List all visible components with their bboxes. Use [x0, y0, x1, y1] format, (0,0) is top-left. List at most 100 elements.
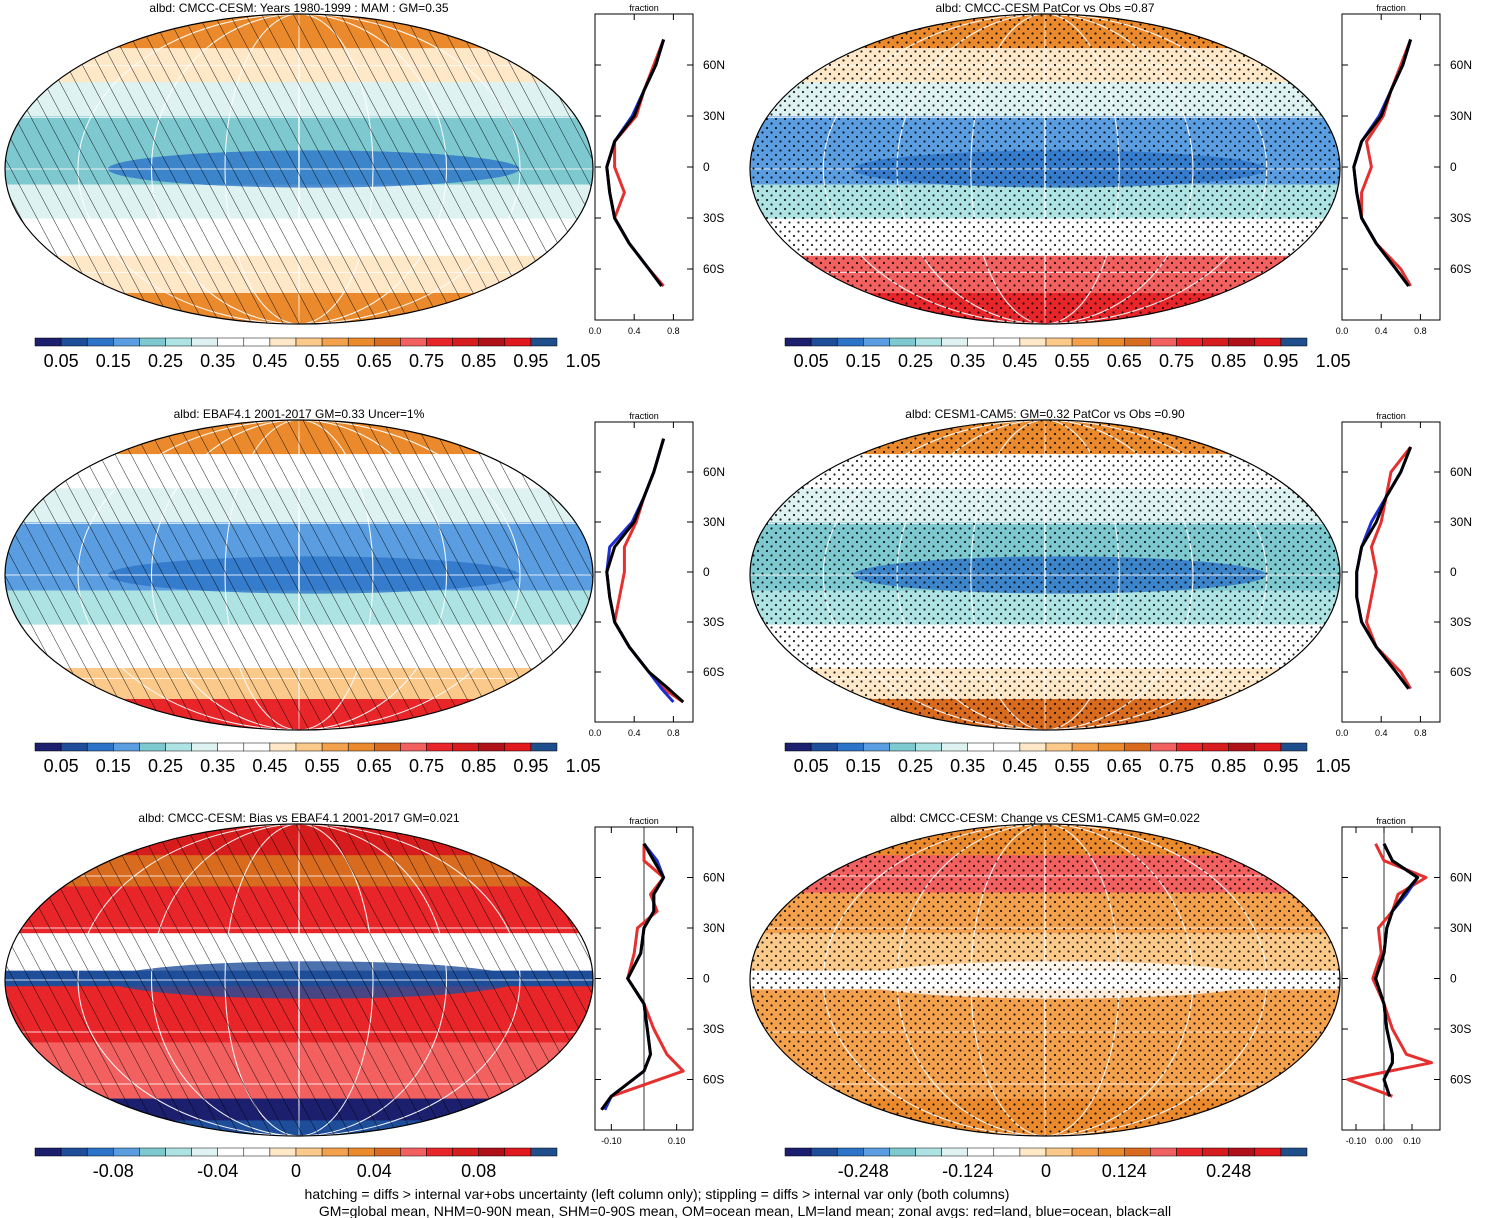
- zonal-xtick-label: 0.8: [1414, 728, 1427, 738]
- zonal-ytick-label: 30N: [703, 515, 725, 529]
- colorbar-cell: [836, 1147, 864, 1157]
- map-field: [5, 824, 593, 1136]
- colorbar-label: 0.15: [96, 756, 131, 776]
- colorbar-label: 0.35: [950, 756, 985, 776]
- colorbar-cell: [217, 337, 245, 347]
- colorbar-cell: [400, 1147, 427, 1157]
- panel-4: albd: CESM1-CAM5: GM=0.32 PatCor vs Obs …: [749, 407, 1472, 776]
- zonal-xtick-label: 0.0: [589, 326, 602, 336]
- colorbar-label: -0.248: [838, 1161, 889, 1181]
- map-field: [5, 420, 593, 730]
- colorbar-cell: [1097, 337, 1125, 347]
- zonal-series-all: [1352, 39, 1413, 287]
- hatching-overlay: [5, 420, 593, 730]
- zonal-xtick-label: 0.0: [1336, 326, 1349, 336]
- zonal-ytick-label: 0: [1450, 160, 1457, 174]
- colorbar-cell: [1176, 742, 1203, 752]
- zonal-xtick-label: 0.10: [668, 1136, 686, 1146]
- panel-6: albd: CMCC-CESM: Change vs CESM1-CAM5 GM…: [749, 811, 1472, 1181]
- colorbar-cell: [165, 337, 192, 347]
- colorbar-cell: [1280, 337, 1308, 347]
- zonal-ytick-label: 30S: [1450, 1022, 1471, 1036]
- panel-3: albd: EBAF4.1 2001-2017 GM=0.33 Uncer=1%…: [4, 407, 725, 776]
- colorbar-cell: [1202, 337, 1229, 347]
- zonal-panel: fraction 60N 30N 0 30S 60S -0.10 0.10: [594, 816, 725, 1146]
- zonal-xlabel: fraction: [629, 816, 659, 826]
- map-outline: [4, 13, 594, 325]
- colorbar-cell: [400, 742, 427, 752]
- zonal-series-all: [605, 39, 666, 287]
- colorbar-cell: [993, 742, 1021, 752]
- colorbar-cell: [86, 337, 114, 347]
- zonal-frame: [594, 421, 694, 723]
- colorbar-cell: [1254, 1147, 1282, 1157]
- zonal-series-all: [600, 843, 666, 1111]
- map-outline: [749, 13, 1341, 325]
- colorbar-label: 0.05: [44, 756, 79, 776]
- colorbar-cell: [1019, 1147, 1047, 1157]
- colorbar-label: 0.45: [252, 756, 287, 776]
- colorbar-cell: [784, 337, 812, 347]
- colorbar-label: 0.85: [461, 756, 496, 776]
- zonal-panel: fraction 60N 30N 0 30S 60S 0.0 0.4 0.8: [1336, 3, 1472, 336]
- colorbar-label: 0.35: [200, 351, 235, 371]
- colorbar-cell: [34, 742, 62, 752]
- colorbar-label: 0.65: [1107, 756, 1142, 776]
- colorbar-label: 0.124: [1102, 1161, 1147, 1181]
- zonal-xlabel: fraction: [629, 411, 659, 421]
- colorbar-cell: [941, 1147, 968, 1157]
- zonal-xtick-label: 0.8: [667, 728, 680, 738]
- colorbar-label: 1.05: [566, 351, 601, 371]
- colorbar-cell: [452, 337, 479, 347]
- hatching-overlay: [5, 824, 593, 1136]
- map-field: [750, 824, 1340, 1136]
- colorbar-cell: [217, 1147, 245, 1157]
- colorbar-cell: [86, 742, 114, 752]
- colorbar-cell: [426, 742, 453, 752]
- colorbar-cell: [139, 742, 166, 752]
- zonal-ytick-label: 60N: [1450, 58, 1472, 72]
- colorbar-cell: [530, 1147, 558, 1157]
- colorbar-cell: [1254, 742, 1282, 752]
- colorbar-label: 0.15: [846, 351, 881, 371]
- colorbar-label: 0: [1041, 1161, 1051, 1181]
- zonal-xlabel: fraction: [1376, 411, 1406, 421]
- zonal-xtick-label: 0.0: [1336, 728, 1349, 738]
- colorbar-cell: [321, 337, 349, 347]
- colorbar-cell: [784, 1147, 812, 1157]
- colorbar-cell: [60, 337, 88, 347]
- colorbar-label: 0.25: [898, 351, 933, 371]
- colorbar-cell: [113, 1147, 140, 1157]
- colorbar-label: 0.55: [1055, 351, 1090, 371]
- colorbar-cell: [1202, 1147, 1229, 1157]
- colorbar-label: 0.95: [513, 756, 548, 776]
- colorbar-cell: [243, 742, 271, 752]
- panel-1: albd: CMCC-CESM: Years 1980-1999 : MAM :…: [4, 1, 725, 371]
- panel-title: albd: EBAF4.1 2001-2017 GM=0.33 Uncer=1%: [174, 407, 425, 421]
- map-outline: [749, 823, 1341, 1137]
- colorbar-label: 0.95: [1263, 756, 1298, 776]
- colorbar-cell: [863, 1147, 890, 1157]
- stippling-overlay: [750, 420, 1340, 730]
- colorbar-cell: [191, 337, 218, 347]
- panel-title: albd: CMCC-CESM: Years 1980-1999 : MAM :…: [149, 1, 448, 15]
- zonal-ytick-label: 60S: [703, 1073, 724, 1087]
- colorbar-cell: [295, 1147, 323, 1157]
- colorbar-cell: [1045, 1147, 1073, 1157]
- colorbar-cell: [165, 742, 192, 752]
- zonal-xlabel: fraction: [1376, 816, 1406, 826]
- colorbar-cell: [1019, 742, 1047, 752]
- colorbar-cell: [321, 742, 349, 752]
- panel-2: albd: CMCC-CESM PatCor vs Obs =0.87 0.05 0…: [749, 1, 1472, 371]
- colorbar-label: 0.75: [409, 351, 444, 371]
- zonal-series-all: [1355, 446, 1412, 690]
- colorbar-cell: [504, 1147, 532, 1157]
- colorbar-cell: [269, 1147, 297, 1157]
- footer-line-1: hatching = diffs > internal var+obs unce…: [305, 1186, 1010, 1202]
- zonal-frame: [1341, 13, 1441, 321]
- zonal-ytick-label: 60N: [703, 58, 725, 72]
- zonal-xtick-label: 0.4: [628, 326, 641, 336]
- zonal-xtick-label: -0.10: [1346, 1136, 1367, 1146]
- colorbar-label: 0.85: [461, 351, 496, 371]
- colorbar-label: 0.65: [357, 351, 392, 371]
